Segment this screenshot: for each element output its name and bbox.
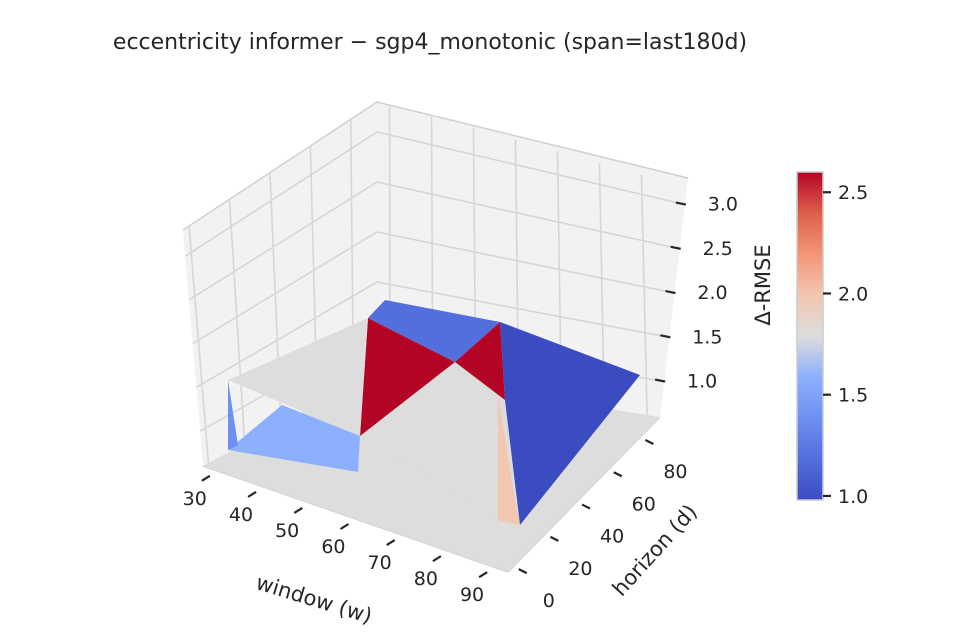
z-tick-label: 3.0: [708, 194, 738, 216]
y-tick-label: 40: [600, 526, 624, 548]
y-tick-mark: [549, 535, 559, 542]
z-gridline-side: [192, 231, 378, 345]
y-gridline-wall: [228, 199, 246, 444]
y-axis-ticks: 0 20 40 60 80: [518, 439, 688, 612]
x-axis-label: window (w): [253, 570, 375, 628]
y-tick-label: 60: [632, 493, 656, 515]
x-tick-mark: [478, 571, 488, 579]
y-tick-mark: [613, 471, 623, 478]
x-tick-label: 80: [414, 568, 438, 590]
x-tick-mark: [201, 474, 211, 482]
x-tick-label: 30: [183, 488, 207, 510]
x-tick-mark: [386, 539, 396, 546]
y-tick-label: 80: [663, 461, 687, 483]
x-tick-mark: [293, 507, 303, 514]
colorbar-ticks: 1.0 1.5 2.0 2.5: [823, 182, 868, 508]
z-tick-mark: [654, 378, 666, 383]
z-tick-label: 1.5: [692, 326, 722, 348]
surface-face: [360, 362, 498, 520]
x-tick-label: 70: [368, 552, 392, 574]
z-tick-label: 1.0: [687, 371, 717, 393]
y-tick-label: 0: [543, 590, 555, 612]
z-tick-label: 2.5: [703, 238, 733, 260]
z-axis-label: Δ-RMSE: [751, 244, 775, 325]
chart-title: eccentricity informer − sgp4_monotonic (…: [113, 30, 747, 55]
y-tick-mark: [518, 568, 528, 575]
z-gridline-back: [376, 281, 670, 339]
x-tick-mark: [247, 490, 257, 498]
surface-face: [455, 322, 505, 400]
x-tick-label: 60: [321, 536, 345, 558]
z-gridline-back: [376, 131, 686, 206]
x-tick-label: 40: [229, 504, 253, 526]
surface-face: [500, 322, 640, 525]
z-gridline-side: [195, 281, 378, 389]
colorbar-tick-label: 2.5: [838, 182, 868, 204]
x-gridline-wall: [640, 174, 648, 415]
x-tick-label: 90: [460, 584, 484, 606]
colorbar: 1.0 1.5 2.0 2.5: [796, 171, 868, 508]
y-tick-label: 20: [568, 558, 592, 580]
y-tick-mark: [581, 503, 591, 510]
z-tick-mark: [670, 245, 681, 250]
z-tick-mark: [660, 334, 671, 339]
x-tick-label: 50: [275, 520, 299, 542]
surface-face: [228, 380, 238, 450]
z-gridline-side: [188, 181, 378, 301]
surface-face: [228, 318, 368, 436]
x-tick-mark: [432, 555, 442, 563]
y-gridline-wall: [188, 225, 210, 464]
colorbar-tick-label: 1.0: [838, 486, 868, 508]
surface-face: [498, 395, 520, 525]
z-tick-mark: [665, 289, 676, 295]
x-axis-ticks: 30 40 50 60 70 80 90: [183, 474, 488, 606]
y-tick-mark: [644, 439, 654, 445]
pane-edge: [182, 101, 689, 231]
colorbar-tick-label: 2.0: [838, 283, 868, 305]
z-gridline-back: [376, 181, 680, 250]
z-tick-mark: [675, 201, 687, 206]
x-tick-mark: [339, 523, 350, 530]
z-axis-ticks: 1.0 1.5 2.0 2.5 3.0: [654, 194, 738, 393]
z-tick-label: 2.0: [697, 282, 727, 304]
colorbar-tick-label: 1.5: [838, 385, 868, 407]
surface-face: [360, 318, 455, 436]
colorbar-gradient: [796, 171, 824, 501]
z-gridline-back: [376, 231, 675, 294]
surface-face: [368, 300, 500, 362]
surface-plot: [203, 300, 660, 572]
z-gridline-side: [184, 131, 378, 257]
surface-face: [228, 405, 360, 472]
